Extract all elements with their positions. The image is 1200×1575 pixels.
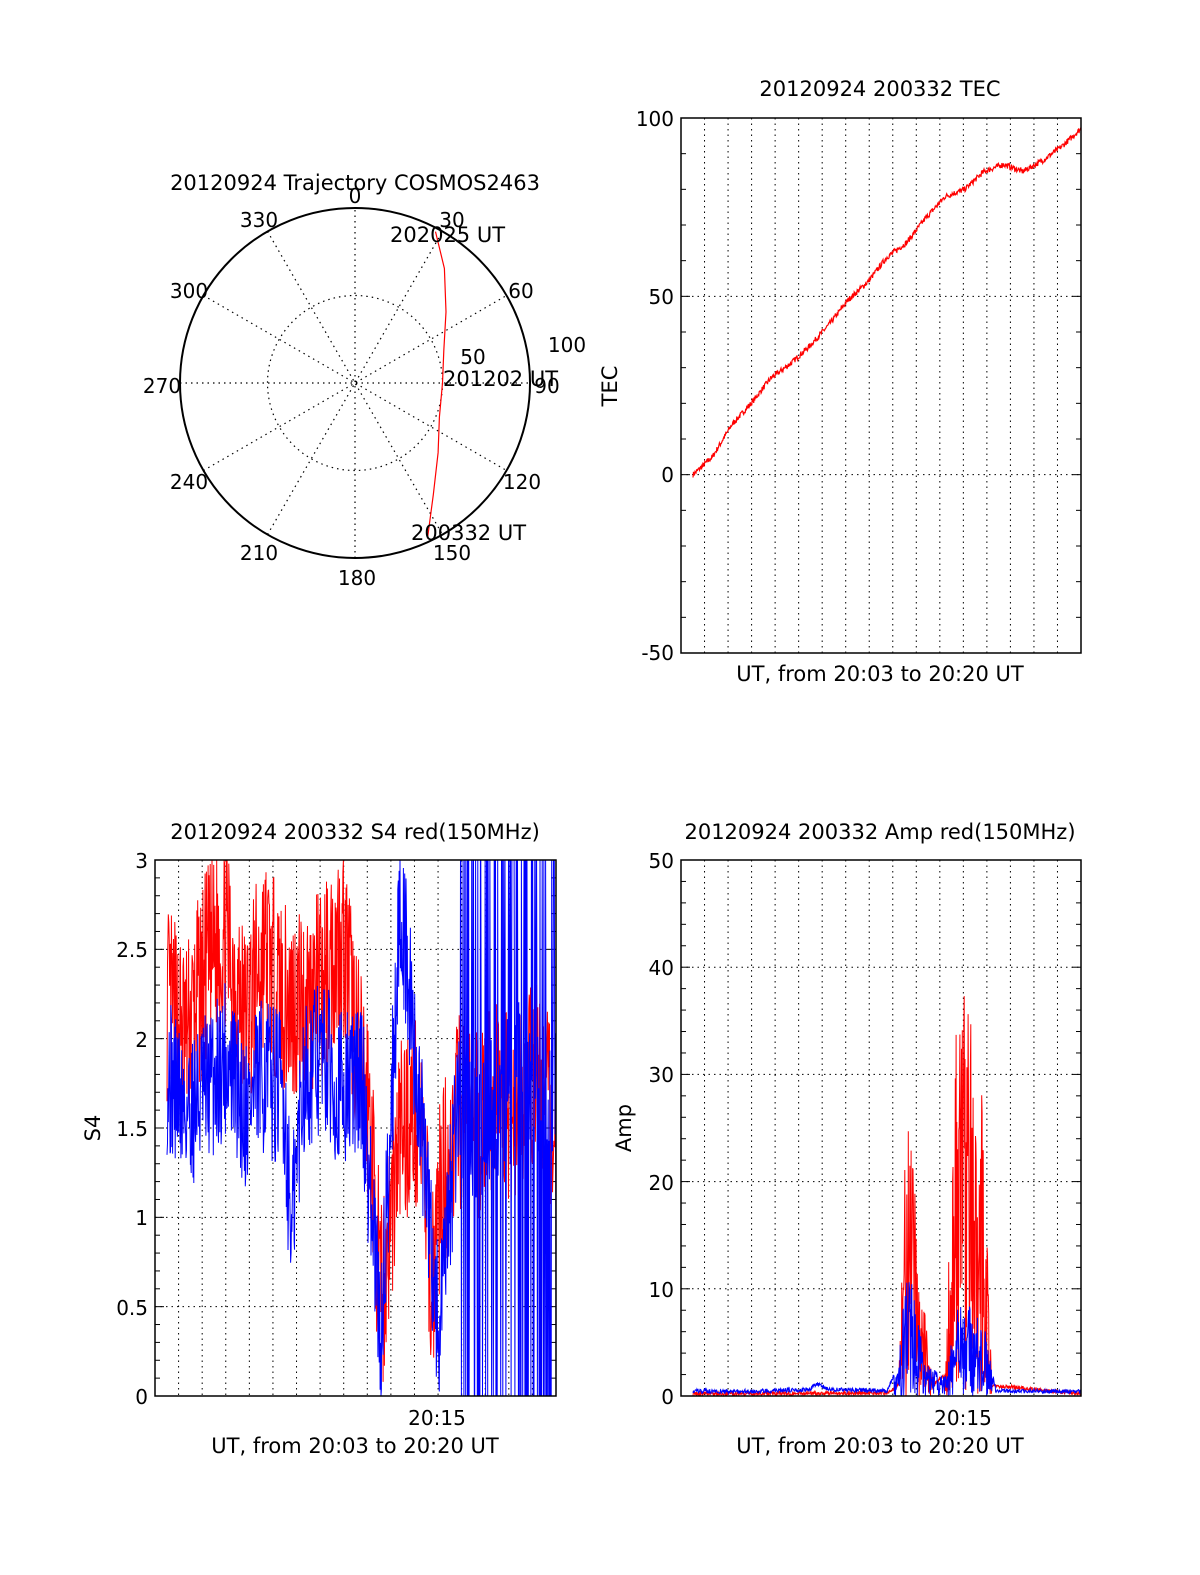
tec-ytick-label: -50 (641, 641, 674, 665)
polar-spoke (266, 231, 444, 535)
tec-ytick-label: 50 (649, 285, 674, 309)
amp-plot-frame (680, 859, 1082, 1397)
s4-ytick-label: 0.5 (116, 1296, 148, 1320)
s4-y-axis-label: S4 (81, 1115, 105, 1142)
s4-ytick-label: 1.5 (116, 1117, 148, 1141)
angle-label-0: 0 (349, 184, 362, 208)
tec-series-line (692, 126, 1082, 478)
tec-title: 20120924 200332 TEC (759, 77, 1000, 101)
s4-x-axis-label: UT, from 20:03 to 20:20 UT (211, 1434, 499, 1458)
amp-ticks (681, 859, 1081, 1397)
s4-plot-frame (154, 859, 557, 1397)
s4-ytick-label: 2 (135, 1028, 148, 1052)
tec-ytick-label: 0 (661, 463, 674, 487)
polar-spoke (203, 294, 507, 472)
trajectory-mid-label: 201202 UT (443, 367, 558, 391)
tec-panel: 20120924 200332 TEC -50 0 50 100 TEC UT,… (598, 77, 1082, 686)
tec-ytick-label: 100 (636, 107, 674, 131)
amp-y-tick-labels: 0 10 20 30 40 50 (649, 849, 674, 1409)
polar-outer-circle (179, 207, 531, 559)
angle-label-60: 60 (508, 279, 533, 303)
polar-spoke (203, 294, 507, 472)
s4-title: 20120924 200332 S4 red(150MHz) (170, 820, 540, 844)
s4-series-blue-line (166, 859, 557, 1397)
amp-series-blue-line (692, 1282, 1082, 1397)
radial-label-100: 100 (548, 333, 586, 357)
angle-label-330: 330 (240, 208, 278, 232)
amp-ytick-label: 40 (649, 956, 674, 980)
amp-xtick-label: 20:15 (934, 1406, 992, 1430)
trajectory-end-label: 202025 UT (390, 223, 505, 247)
polar-ring (266, 294, 444, 472)
s4-ytick-label: 2.5 (116, 938, 148, 962)
polar-trajectory-line (426, 231, 447, 539)
tec-ticks (681, 117, 1081, 654)
amp-ytick-label: 20 (649, 1171, 674, 1195)
tec-y-axis-label: TEC (598, 366, 622, 408)
trajectory-start-label: 200332 UT (411, 521, 526, 545)
polar-spoke (266, 231, 444, 535)
s4-ytick-label: 0 (135, 1385, 148, 1409)
amp-panel: 20120924 200332 Amp red(150MHz) 0 10 20 … (612, 820, 1082, 1458)
amp-y-axis-label: Amp (612, 1104, 636, 1152)
tec-plot-frame (680, 117, 1082, 654)
tec-grid (681, 118, 1081, 653)
amp-ytick-label: 50 (649, 849, 674, 873)
amp-ytick-label: 10 (649, 1278, 674, 1302)
polar-angle-labels: 0 30 60 90 120 150 180 210 240 270 300 3… (143, 184, 560, 590)
amp-ytick-label: 0 (661, 1385, 674, 1409)
angle-label-30: 30 (439, 208, 464, 232)
angle-label-270: 270 (143, 374, 181, 398)
amp-noise (692, 996, 1082, 1398)
angle-label-210: 210 (240, 541, 278, 565)
angle-label-150: 150 (433, 541, 471, 565)
angle-label-180: 180 (338, 566, 376, 590)
s4-ytick-label: 3 (135, 849, 148, 873)
angle-label-120: 120 (503, 470, 541, 494)
tec-y-tick-labels: -50 0 50 100 (636, 107, 674, 665)
s4-y-tick-labels: 0 0.5 1 1.5 2 2.5 3 (116, 849, 148, 1409)
angle-label-300: 300 (170, 279, 208, 303)
s4-panel: 20120924 200332 S4 red(150MHz) 0 0.5 1 1… (81, 820, 557, 1458)
amp-grid (681, 860, 1081, 1396)
polar-title: 20120924 Trajectory COSMOS2463 (170, 171, 540, 195)
amp-x-axis-label: UT, from 20:03 to 20:20 UT (736, 1434, 1024, 1458)
amp-ytick-label: 30 (649, 1063, 674, 1087)
angle-label-240: 240 (170, 470, 208, 494)
amp-title: 20120924 200332 Amp red(150MHz) (684, 820, 1075, 844)
s4-noise (166, 859, 557, 1397)
s4-ytick-label: 1 (135, 1206, 148, 1230)
polar-panel: 20120924 Trajectory COSMOS2463 0 30 60 9… (143, 171, 586, 590)
radial-label-50: 50 (460, 345, 485, 369)
angle-label-90: 90 (534, 374, 559, 398)
s4-xtick-label: 20:15 (408, 1406, 466, 1430)
tec-x-axis-label: UT, from 20:03 to 20:20 UT (736, 662, 1024, 686)
